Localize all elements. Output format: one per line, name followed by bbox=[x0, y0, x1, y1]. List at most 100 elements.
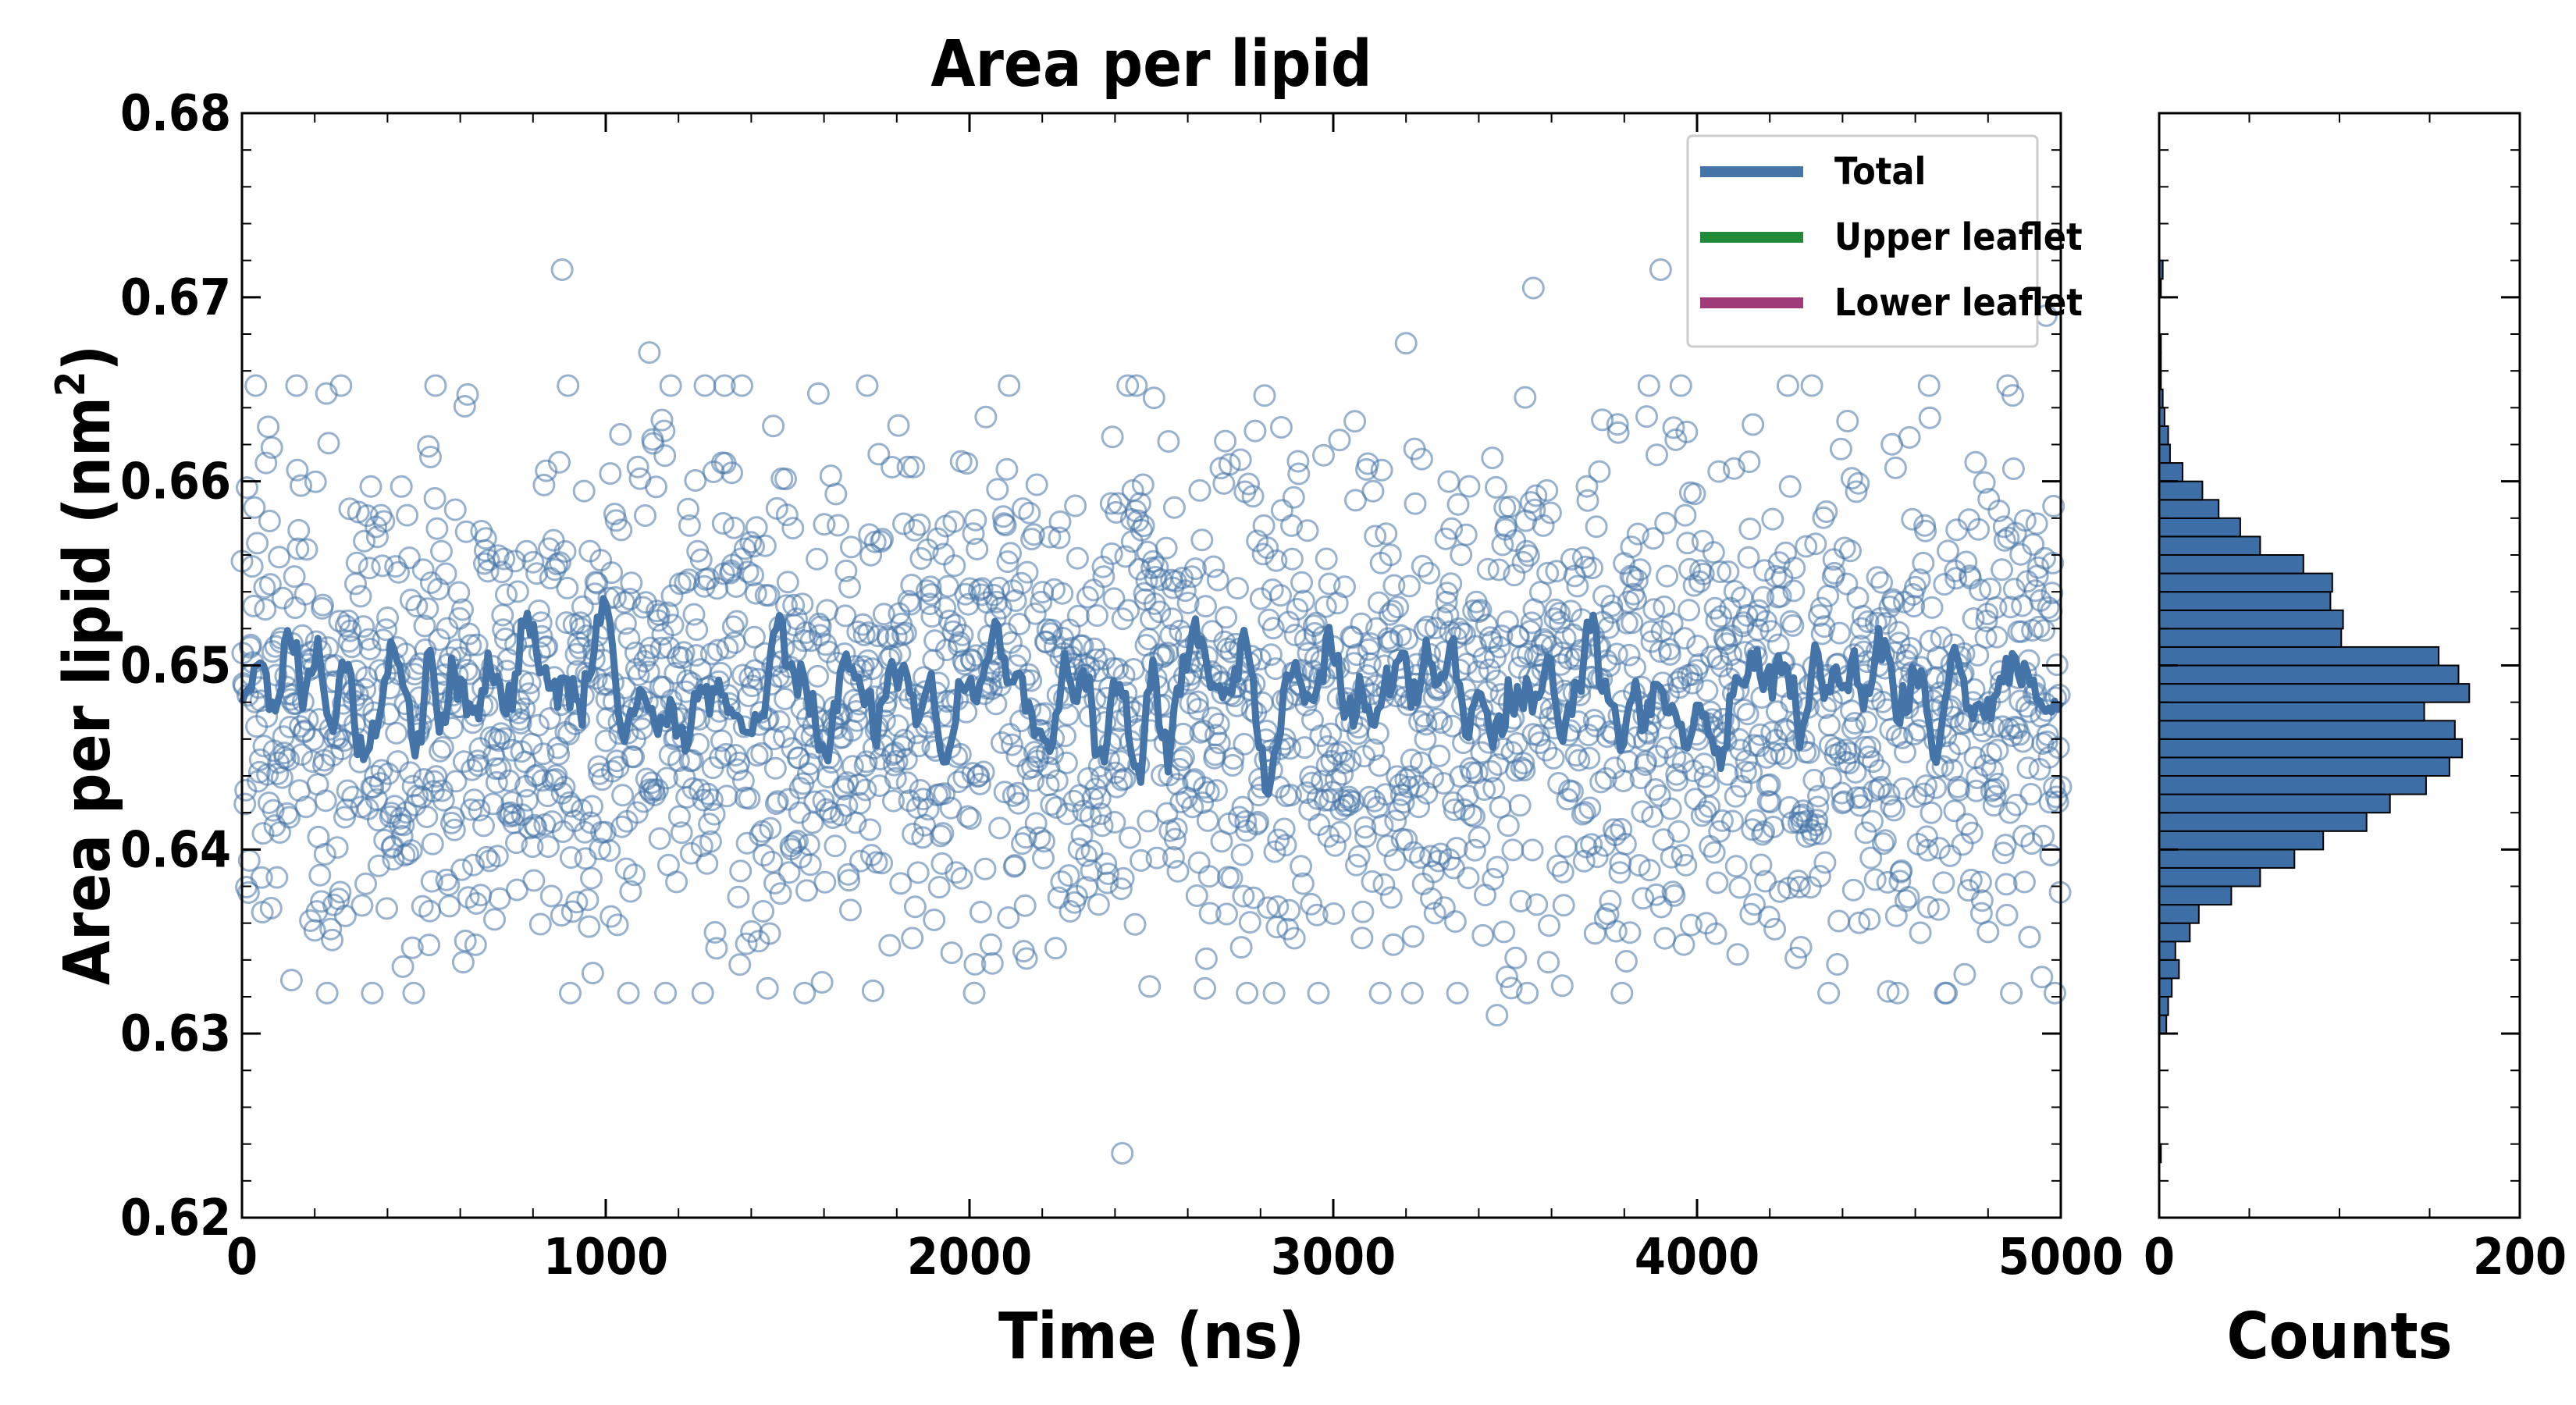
scatter-point bbox=[1628, 558, 1652, 582]
scatter-point bbox=[737, 685, 760, 707]
scatter-point bbox=[313, 842, 336, 866]
legend-label-upper-leaflet: Upper leaflet bbox=[1834, 215, 2083, 259]
scatter-point bbox=[1443, 799, 1466, 821]
scatter-point bbox=[547, 742, 571, 766]
scatter-point bbox=[1269, 584, 1292, 607]
scatter-point bbox=[2042, 494, 2065, 518]
scatter-point bbox=[1614, 833, 1637, 855]
scatter-point bbox=[1931, 755, 1955, 778]
scatter-point bbox=[730, 547, 753, 571]
scatter-point bbox=[1305, 903, 1329, 927]
scatter-point bbox=[798, 752, 821, 776]
scatter-point bbox=[499, 801, 522, 824]
histogram-bar bbox=[2158, 701, 2425, 722]
scatter-point bbox=[1660, 612, 1684, 635]
scatter-point bbox=[1813, 615, 1836, 638]
y-tick-label: 0.68 bbox=[120, 85, 231, 143]
scatter-point bbox=[1163, 827, 1187, 851]
scatter-point bbox=[1709, 560, 1732, 583]
scatter-point bbox=[1813, 851, 1837, 874]
scatter-point bbox=[2030, 966, 2054, 989]
scatter-point bbox=[1738, 450, 1761, 474]
scatter-point bbox=[1706, 871, 1729, 895]
scatter-point bbox=[1716, 763, 1739, 786]
scatter-point bbox=[999, 542, 1023, 565]
scatter-point bbox=[1016, 560, 1039, 584]
scatter-point bbox=[1396, 627, 1419, 650]
scatter-point bbox=[2005, 793, 2028, 816]
scatter-point bbox=[258, 573, 282, 596]
scatter-point bbox=[1861, 809, 1884, 833]
scatter-point bbox=[1252, 514, 1276, 537]
scatter-point bbox=[979, 933, 1002, 956]
scatter-point bbox=[488, 887, 511, 910]
scatter-point bbox=[404, 794, 427, 816]
scatter-point bbox=[1188, 478, 1212, 502]
scatter-point bbox=[559, 846, 582, 870]
scatter-point bbox=[1994, 834, 2017, 857]
scatter-point bbox=[1484, 646, 1507, 669]
scatter-point bbox=[1509, 890, 1532, 912]
scatter-point bbox=[459, 634, 482, 657]
scatter-point bbox=[1578, 746, 1601, 770]
scatter-point bbox=[1599, 889, 1622, 912]
scatter-point bbox=[1817, 981, 1841, 1005]
scatter-point bbox=[1795, 535, 1818, 558]
histogram-bar bbox=[2158, 904, 2200, 924]
scatter-point bbox=[1269, 416, 1293, 439]
scatter-point bbox=[1807, 784, 1830, 808]
scatter-point bbox=[311, 593, 334, 617]
scatter-point bbox=[1916, 895, 1940, 919]
scatter-point bbox=[991, 505, 1015, 528]
scatter-point bbox=[1508, 794, 1532, 817]
scatter-point bbox=[1032, 846, 1055, 870]
scatter-point bbox=[685, 618, 709, 642]
scatter-point bbox=[767, 710, 791, 733]
scatter-point bbox=[472, 814, 495, 838]
scatter-point bbox=[2001, 384, 2024, 407]
scatter-point bbox=[372, 510, 396, 533]
scatter-point bbox=[1146, 556, 1169, 579]
scatter-point bbox=[1493, 920, 1516, 944]
scatter-point bbox=[594, 729, 617, 752]
scatter-point bbox=[1605, 642, 1628, 666]
scatter-point bbox=[1720, 643, 1743, 667]
scatter-point bbox=[400, 936, 424, 959]
scatter-point bbox=[476, 560, 500, 583]
scatter-point bbox=[1654, 511, 1678, 535]
scatter-point bbox=[319, 917, 343, 941]
scatter-point bbox=[1614, 950, 1638, 973]
scatter-point bbox=[376, 606, 399, 629]
scatter-point bbox=[1662, 416, 1685, 439]
scatter-point bbox=[571, 595, 594, 618]
scatter-point bbox=[1512, 752, 1535, 775]
scatter-point bbox=[1033, 830, 1055, 853]
scatter-point bbox=[1801, 823, 1824, 846]
scatter-point bbox=[895, 771, 919, 795]
scatter-point bbox=[1197, 781, 1220, 804]
y-axis-label-main: Area per lipid (nm bbox=[51, 397, 125, 985]
scatter-point bbox=[1987, 500, 2011, 522]
scatter-point bbox=[1679, 913, 1703, 937]
scatter-point bbox=[1478, 658, 1501, 681]
scatter-point bbox=[1050, 870, 1073, 894]
scatter-point bbox=[738, 666, 762, 689]
scatter-point bbox=[1879, 718, 1902, 742]
scatter-point bbox=[1610, 981, 1634, 1005]
scatter-point bbox=[1944, 567, 1968, 590]
scatter-point bbox=[1631, 887, 1655, 910]
scatter-point bbox=[727, 885, 750, 909]
scatter-point bbox=[1901, 507, 1924, 531]
scatter-point bbox=[1378, 603, 1401, 626]
scatter-point bbox=[1431, 606, 1453, 630]
scatter-point bbox=[1226, 577, 1249, 600]
scatter-point bbox=[736, 560, 760, 584]
scatter-point bbox=[930, 705, 953, 727]
scatter-point bbox=[610, 518, 633, 542]
scatter-point bbox=[950, 866, 973, 890]
scatter-point bbox=[1939, 695, 1962, 718]
scatter-point bbox=[988, 816, 1012, 840]
scatter-point bbox=[1676, 532, 1699, 555]
scatter-point bbox=[1102, 587, 1126, 610]
scatter-point bbox=[777, 788, 800, 811]
